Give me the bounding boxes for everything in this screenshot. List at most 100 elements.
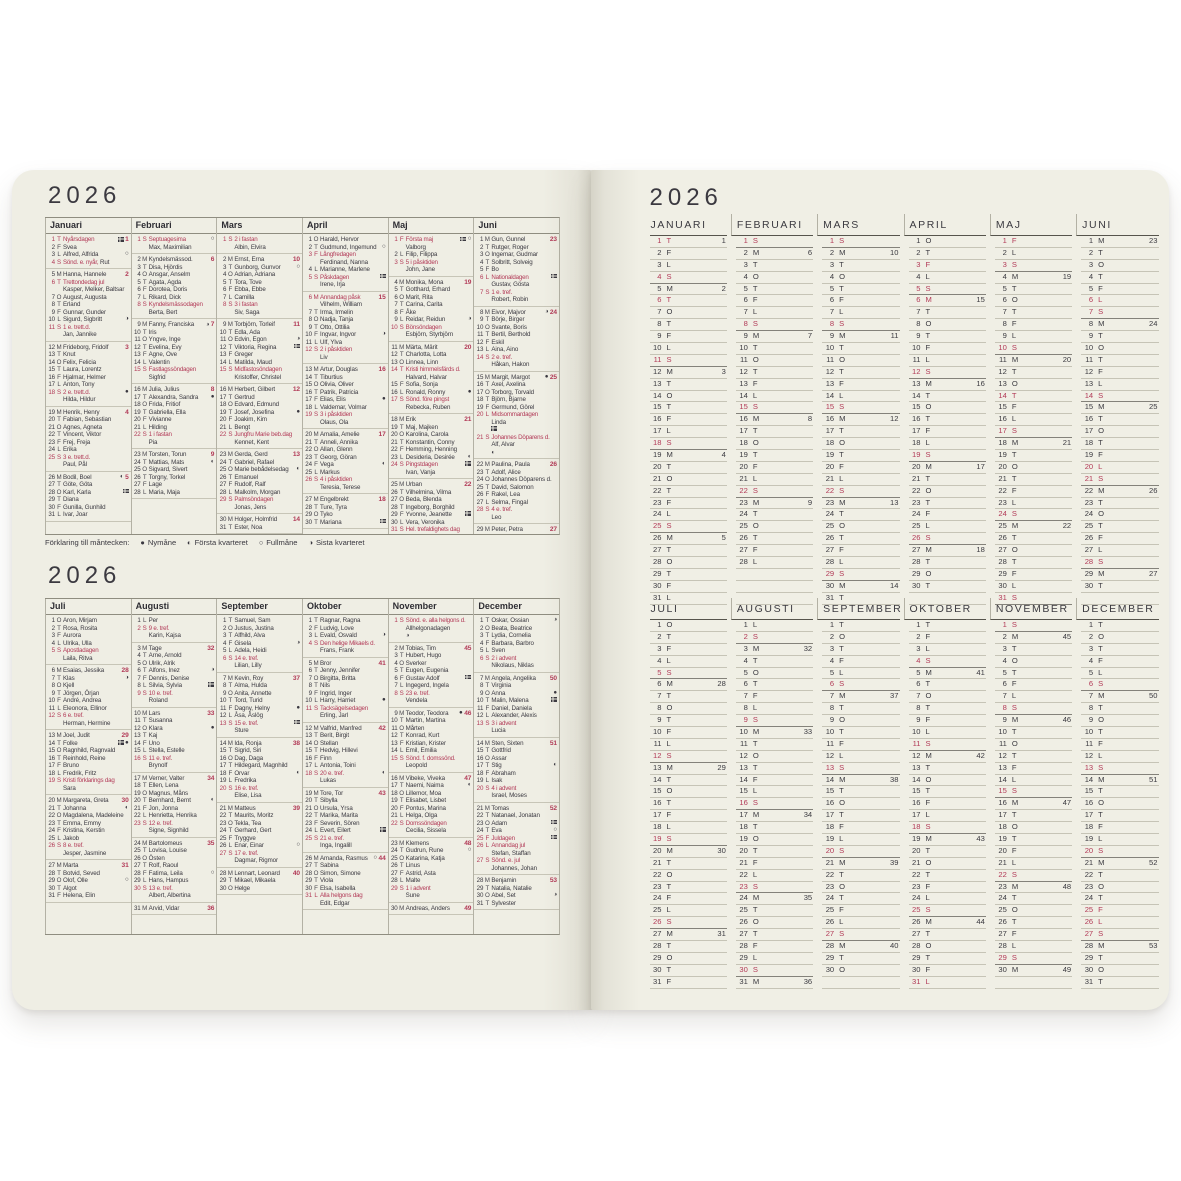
nameday-text: Gunborg, Gunvor xyxy=(234,263,281,271)
day-number: 13 xyxy=(48,351,55,358)
weekday-letter: S xyxy=(56,842,62,849)
day-number: 4 xyxy=(137,652,141,659)
weekday-letter: T xyxy=(57,301,61,308)
day-number: 4 xyxy=(394,659,398,667)
week-group: 2 M 6 Kyndelsmässod. 3 T Disa, Hjördis 4 O Ansgar… xyxy=(131,254,217,319)
weekday-letter: M xyxy=(484,674,490,682)
day-text: Vincent, Viktor xyxy=(63,431,129,439)
mini-day-row: 20 S xyxy=(822,846,900,858)
day-text: Rakel, Lea xyxy=(491,491,557,499)
day-row: 25 T David, Salomon xyxy=(474,484,557,492)
day-row: 8 O Nadja, Tanja xyxy=(303,316,386,324)
holiday-label: Juldagen xyxy=(491,834,515,842)
day-number: 27 xyxy=(1084,929,1094,939)
week-number: 23 xyxy=(1149,236,1158,245)
empty-row xyxy=(908,593,986,605)
day-text: Gertrud xyxy=(234,394,300,402)
holiday-label: Sönd. e. alla helgons d. xyxy=(405,617,466,624)
weekday-letter: S xyxy=(228,849,233,857)
nameday-text: Angela, Angelika xyxy=(491,674,536,682)
weekday-letter: O xyxy=(925,857,932,867)
day-markers: ◐ xyxy=(296,465,300,472)
weekday-letter: F xyxy=(752,378,758,388)
nameday-text: André, Andrea xyxy=(63,697,102,704)
week-number: 40 xyxy=(890,941,899,951)
weekday-letter: O xyxy=(666,869,673,879)
day-text: Anita, Annette xyxy=(234,690,300,698)
day-row: 19 S Kristi förklarings dag Sara xyxy=(46,777,129,792)
weekday-letter: M xyxy=(752,497,760,507)
weekday-letter: L xyxy=(1098,378,1103,388)
day-text: Pingstdagen Ivan, Vanja xyxy=(406,461,472,476)
weekday-letter: O xyxy=(56,682,62,689)
weekday-letter: S xyxy=(142,819,147,827)
mini-day-row: 24 T xyxy=(994,893,1073,906)
nameday-text: Ragnhild, Ragnvald xyxy=(63,747,116,754)
mini-day-row: 20 M 30 xyxy=(649,846,727,858)
day-text: 29 Joel, Judit xyxy=(63,732,129,740)
nameday-text: Nils xyxy=(319,682,330,689)
month-title: Maj xyxy=(388,218,474,234)
day-row: 22 O Allan, Glenn xyxy=(303,446,386,454)
weekday-letter: M xyxy=(313,366,319,373)
day-number: 12 xyxy=(390,351,398,358)
day-number: 22 xyxy=(219,431,227,438)
weekday-letter: F xyxy=(485,639,490,647)
day-markers xyxy=(550,273,557,279)
mini-day-row: 12 L xyxy=(822,751,900,763)
holiday-label: 12 e. tref. xyxy=(148,819,173,827)
day-row: 21 L Hilding xyxy=(132,424,215,432)
day-number: 13 xyxy=(998,378,1007,388)
day-markers xyxy=(379,518,386,524)
nameday-text: Karin, Kajsa xyxy=(148,632,181,639)
flag-day-icon xyxy=(122,488,129,494)
weekday-letter: L xyxy=(228,647,232,654)
weekday-letter: S xyxy=(666,438,672,448)
weekday-letter: T xyxy=(752,533,758,543)
mini-day-row: 26 S xyxy=(649,917,727,930)
day-row: 29 O Tyko xyxy=(303,511,386,519)
nameday-text: Reidar, Reidun xyxy=(405,316,446,323)
mini-day-row: 22 M 26 xyxy=(1081,486,1159,498)
day-number: 23 xyxy=(998,881,1007,891)
weekday-letter: L xyxy=(1098,750,1103,760)
day-text: Ingemar, Gudmar xyxy=(491,251,557,259)
day-number: 17 xyxy=(825,426,835,436)
mini-day-row: 14 M 38 xyxy=(822,775,900,787)
weekday-letter: T xyxy=(1098,703,1103,713)
nameday-text: Tora, Tove xyxy=(234,278,262,286)
weekday-letter: O xyxy=(399,293,405,301)
day-row: 12 M 3 Frideborg, Fridolf xyxy=(46,344,128,352)
day-markers: ○ xyxy=(211,869,215,876)
day-number: 6 xyxy=(51,667,55,674)
day-text: 9 Torsten, Torun xyxy=(149,451,215,459)
mini-day-row: 23 L xyxy=(994,498,1073,510)
week-number: 48 xyxy=(464,839,472,847)
weekday-letter: F xyxy=(142,674,147,682)
day-row: 17 T ◐ Stig xyxy=(474,761,557,770)
day-number: 2 xyxy=(222,624,227,632)
nameday-text: Max, Maximilian xyxy=(148,243,192,251)
day-markers: ● xyxy=(382,395,386,402)
weekday-letter: F xyxy=(925,881,931,891)
flag-day-icon xyxy=(117,237,124,243)
moon-phase-icon: ◐ xyxy=(296,768,300,776)
day-row: 3 T Hubert, Hugo xyxy=(389,652,472,660)
week-number: 27 xyxy=(549,526,557,533)
nameday-text: Susanna xyxy=(148,717,173,724)
mini-day-row: 17 F xyxy=(908,426,986,439)
weekday-letter: T xyxy=(1011,810,1017,820)
day-text: ◑ Oskar, Ossian xyxy=(491,616,557,625)
day-row: 30 O Helge xyxy=(217,885,300,893)
day-number: 11 xyxy=(134,336,141,343)
nameday-text: Karolina, Carola xyxy=(405,431,449,438)
day-number: 10 xyxy=(653,343,662,353)
day-text: Evert, Eilert xyxy=(320,827,386,835)
day-row: 6 S 14 e. tref. Lilian, Lilly xyxy=(217,655,300,670)
weekday-letter: T xyxy=(839,869,844,879)
day-number: 30 xyxy=(912,964,921,974)
